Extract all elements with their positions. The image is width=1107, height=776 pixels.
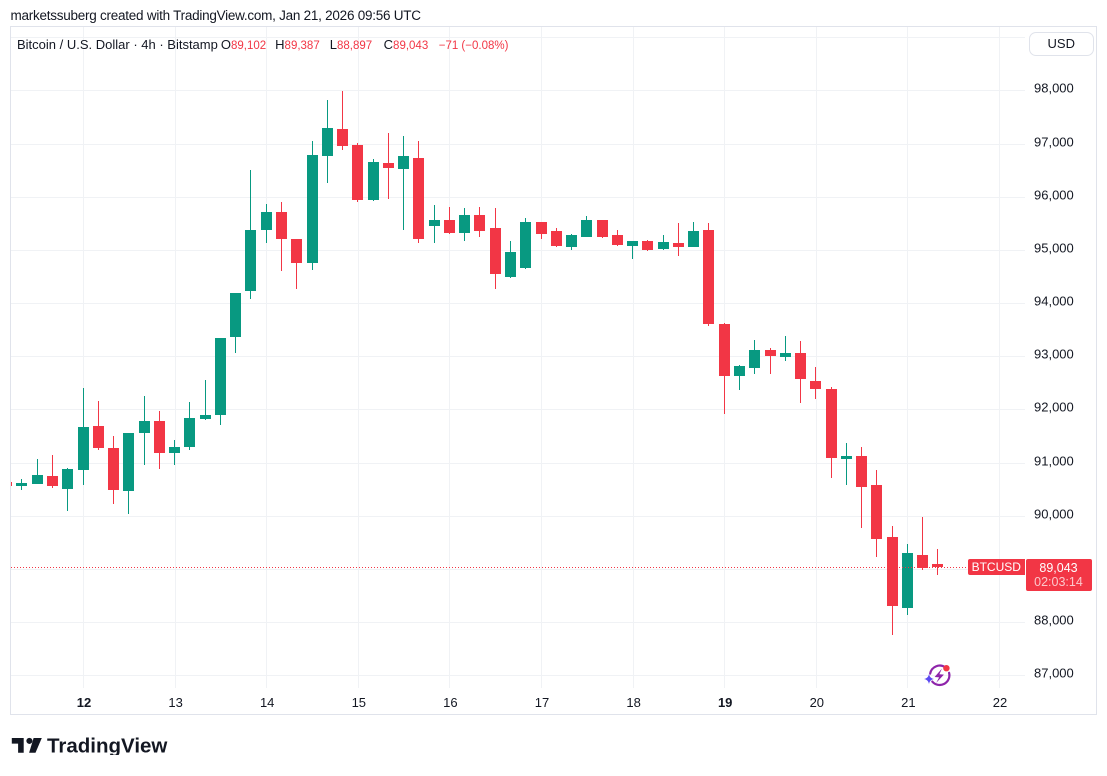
svg-text:TradingView: TradingView — [47, 737, 167, 755]
